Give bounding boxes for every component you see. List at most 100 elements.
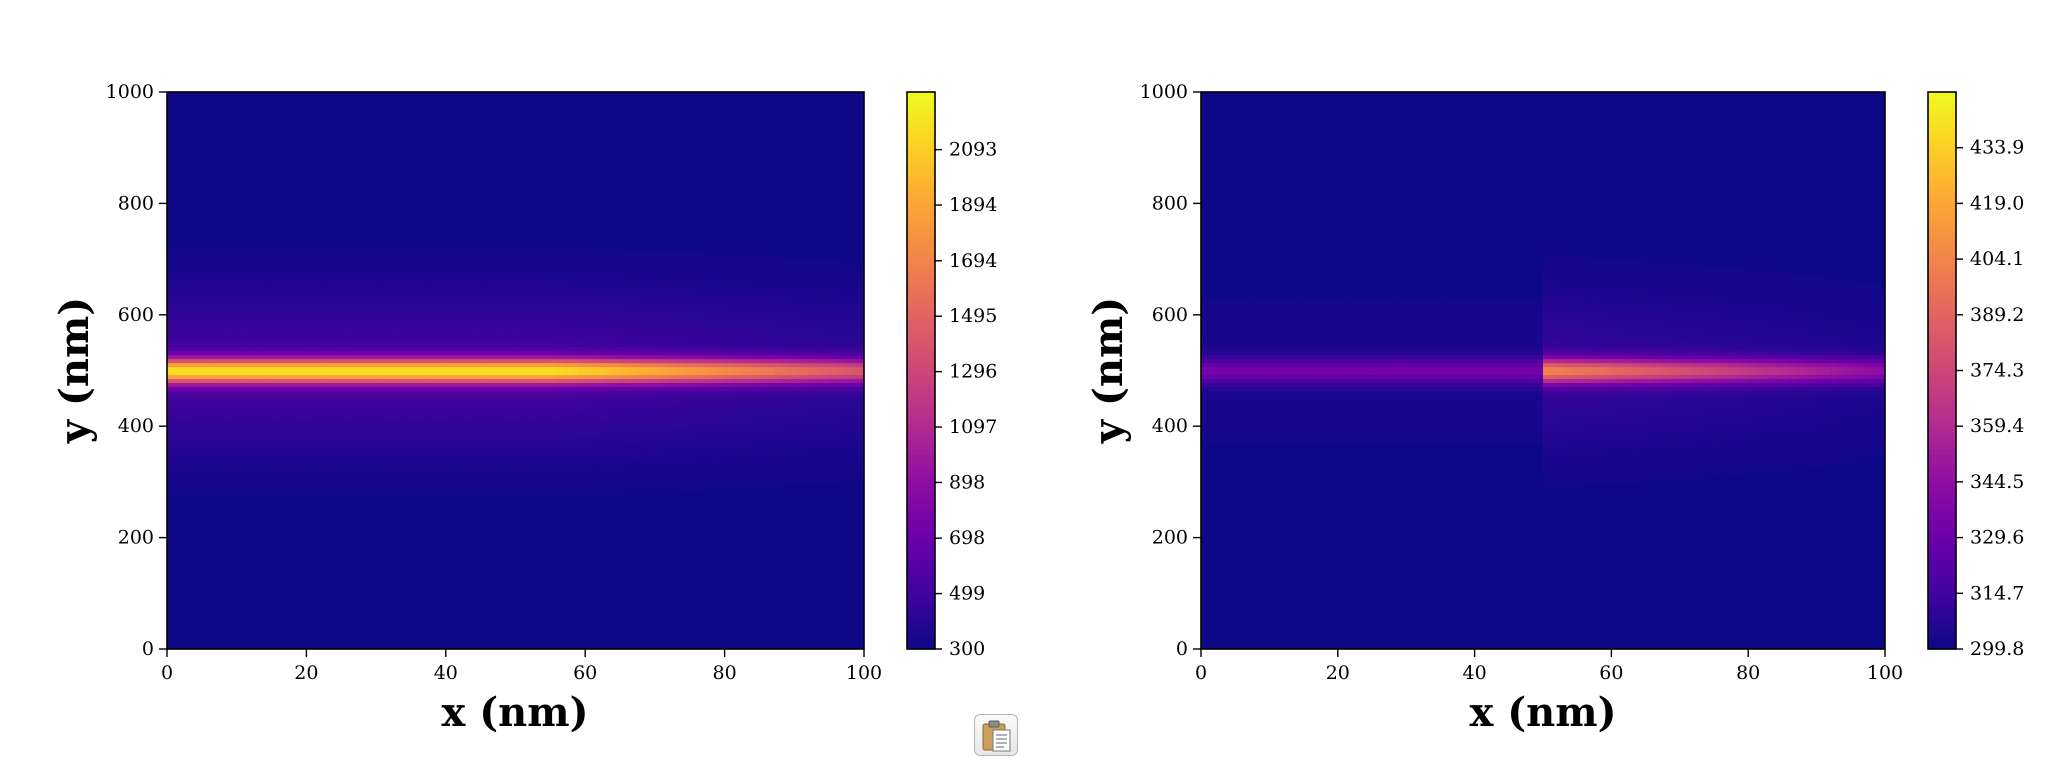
heatmap-cell	[397, 426, 405, 431]
heatmap-cell	[250, 454, 259, 459]
heatmap-cell	[355, 278, 363, 284]
heatmap-cell	[717, 458, 726, 463]
heatmap-cell	[194, 410, 203, 415]
heatmap-cell	[320, 386, 328, 391]
heatmap-cell	[724, 338, 733, 344]
heatmap-cell	[397, 489, 405, 495]
heatmap-cell	[627, 290, 635, 296]
heatmap-cell	[689, 278, 698, 284]
heatmap-cell	[599, 326, 607, 332]
heatmap-cell	[362, 386, 370, 391]
heatmap-cell	[257, 267, 266, 272]
heatmap-cell	[278, 402, 287, 407]
heatmap-cell	[606, 275, 614, 280]
heatmap-cell	[522, 469, 531, 475]
heatmap-cell	[501, 438, 510, 443]
heatmap-cell	[397, 382, 405, 388]
heatmap-cell	[599, 386, 607, 391]
heatmap-cell	[180, 394, 189, 399]
heatmap-cell	[208, 465, 217, 471]
heatmap-cell	[250, 267, 259, 272]
heatmap-cell	[529, 350, 538, 356]
heatmap-cell	[334, 322, 342, 328]
heatmap-cell	[703, 410, 712, 415]
heatmap-cell	[647, 481, 656, 487]
heatmap-cell	[647, 314, 656, 320]
heatmap-cell	[640, 485, 649, 491]
heatmap-cell	[278, 414, 287, 419]
heatmap-cell	[167, 282, 175, 288]
heatmap-cell	[592, 434, 600, 439]
heatmap-cell	[173, 306, 182, 312]
heatmap-cell	[571, 259, 579, 264]
heatmap-cell	[710, 390, 719, 395]
heatmap-cell	[536, 290, 544, 296]
heatmap-cell	[515, 263, 524, 268]
heatmap-cell	[208, 306, 217, 312]
heatmap-cell	[180, 398, 189, 403]
heatmap-cell	[173, 251, 182, 256]
heatmap-cell	[215, 370, 224, 376]
heatmap-cell	[376, 434, 384, 439]
heatmap-cell	[710, 267, 719, 272]
heatmap-cell	[208, 354, 217, 360]
heatmap-cell	[306, 275, 314, 280]
heatmap-cell	[724, 410, 733, 415]
heatmap-cell	[410, 330, 419, 336]
heatmap-cell	[229, 290, 238, 296]
heatmap-cell	[431, 398, 440, 403]
heatmap-cell	[397, 271, 405, 276]
heatmap-cell	[383, 398, 391, 403]
heatmap-cell	[431, 446, 440, 451]
heatmap-cell	[571, 322, 579, 328]
heatmap-cell	[167, 450, 175, 455]
heatmap-cell	[592, 481, 600, 487]
heatmap-cell	[703, 477, 712, 483]
heatmap-cell	[215, 310, 224, 316]
heatmap-cell	[194, 402, 203, 407]
heatmap-cell	[501, 465, 510, 471]
heatmap-cell	[215, 430, 224, 435]
heatmap-cell	[194, 454, 203, 459]
heatmap-cell	[654, 402, 663, 407]
heatmap-cell	[724, 282, 733, 288]
heatmap-cell	[724, 326, 733, 332]
heatmap-cell	[529, 278, 538, 284]
heatmap-cell	[383, 434, 391, 439]
heatmap-cell	[327, 271, 335, 276]
heatmap-cell	[724, 330, 733, 336]
heatmap-cell	[313, 350, 321, 356]
heatmap-cell	[724, 414, 733, 419]
heatmap-cell	[271, 294, 280, 300]
heatmap-cell	[222, 454, 231, 459]
heatmap-cell	[194, 290, 203, 296]
heatmap-cell	[459, 330, 468, 336]
heatmap-cell	[362, 354, 370, 360]
heatmap-cell	[278, 342, 287, 348]
heatmap-cell	[397, 259, 405, 264]
heatmap-cell	[250, 310, 259, 316]
heatmap-cell	[390, 310, 398, 316]
heatmap-cell	[292, 394, 301, 399]
heatmap-cell	[647, 267, 656, 272]
heatmap-cell	[508, 422, 517, 427]
heatmap-cell	[592, 442, 600, 447]
heatmap-cell	[501, 294, 510, 300]
heatmap-cell	[640, 342, 649, 348]
heatmap-cell	[675, 282, 684, 288]
heatmap-cell	[417, 374, 426, 380]
heatmap-cell	[369, 294, 377, 300]
heatmap-cell	[187, 386, 196, 391]
heatmap-cell	[222, 334, 231, 340]
heatmap-cell	[613, 290, 621, 296]
heatmap-cell	[257, 275, 266, 280]
heatmap-cell	[438, 442, 447, 447]
heatmap-cell	[682, 267, 691, 272]
heatmap-cell	[362, 294, 370, 300]
heatmap-cell	[424, 294, 433, 300]
heatmap-cell	[334, 465, 342, 471]
heatmap-cell	[334, 446, 342, 451]
heatmap-cell	[710, 430, 719, 435]
heatmap-cell	[243, 326, 252, 332]
heatmap-cell	[341, 251, 349, 256]
